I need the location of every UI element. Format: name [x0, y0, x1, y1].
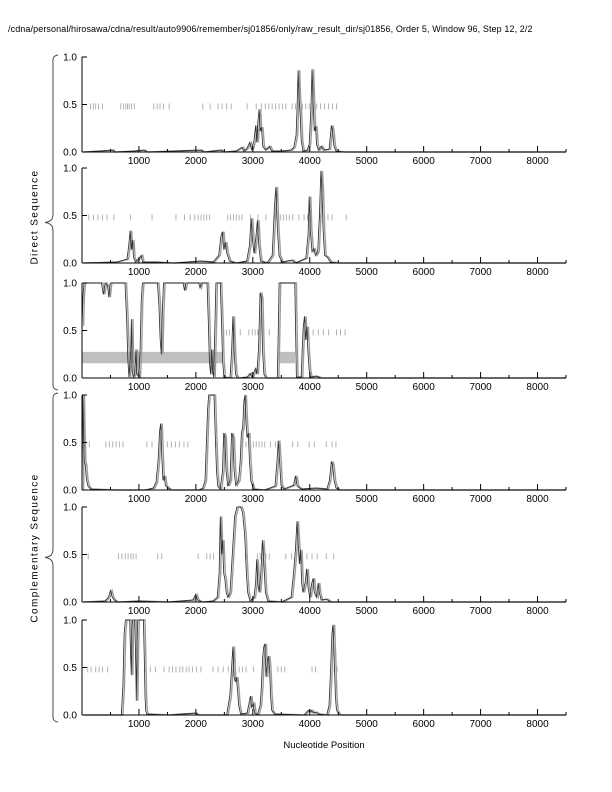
y-tick-label: 1.0 — [63, 391, 77, 402]
y-tick-label: 1.0 — [63, 616, 77, 627]
x-tick-label: 1000 — [128, 494, 151, 505]
x-tick-label: 2000 — [185, 382, 208, 393]
x-tick-label: 5000 — [356, 267, 379, 278]
x-tick-label: 6000 — [413, 606, 436, 617]
x-tick-label: 1000 — [128, 267, 151, 278]
y-tick-label: 0.0 — [63, 259, 77, 270]
x-tick-label: 5000 — [356, 156, 379, 167]
score-curve-companion — [82, 394, 566, 491]
panel-direct-3: 0.0 0.5 1.0 1000 2000 3000 4000 5000 6000 7000 800… — [63, 279, 567, 393]
y-tick-label: 0.5 — [63, 663, 77, 674]
score-curve-companion — [83, 619, 566, 717]
x-tick-label: 4000 — [299, 494, 322, 505]
x-tick-label: 1000 — [128, 382, 151, 393]
x-tick-label: 8000 — [526, 606, 549, 617]
score-curve — [81, 170, 566, 264]
x-tick-label: 3000 — [242, 606, 265, 617]
y-tick-label: 0.0 — [63, 374, 77, 385]
x-tick-label: 8000 — [526, 719, 549, 730]
score-curve — [81, 69, 566, 153]
y-tick-label: 1.0 — [63, 503, 77, 514]
x-tick-label: 7000 — [469, 156, 492, 167]
panel-complementary-3: 0.0 0.5 1.0 1000 2000 3000 4000 5000 6000 7000 800… — [63, 616, 567, 730]
x-tick-label: 4000 — [299, 267, 322, 278]
x-axis-label: Nucleotide Position — [283, 740, 365, 751]
x-tick-label: 2000 — [185, 494, 208, 505]
x-tick-label: 7000 — [469, 719, 492, 730]
x-tick-label: 2000 — [185, 156, 208, 167]
panel-direct-1: 0.0 0.5 1.0 1000 2000 3000 4000 5000 6000 7000 800… — [63, 53, 567, 167]
x-tick-label: 8000 — [526, 382, 549, 393]
y-tick-label: 0.0 — [63, 148, 77, 159]
x-tick-label: 3000 — [242, 719, 265, 730]
x-tick-label: 4000 — [299, 719, 322, 730]
y-tick-label: 0.5 — [63, 326, 77, 337]
x-tick-label: 6000 — [413, 382, 436, 393]
x-tick-label: 2000 — [185, 606, 208, 617]
x-tick-label: 6000 — [413, 156, 436, 167]
x-tick-label: 5000 — [356, 494, 379, 505]
y-tick-label: 1.0 — [63, 53, 77, 64]
x-tick-label: 8000 — [526, 156, 549, 167]
panel-complementary-1: 0.0 0.5 1.0 1000 2000 3000 4000 5000 6000 7000 800… — [63, 391, 567, 505]
panel-complementary-2: 0.0 0.5 1.0 1000 2000 3000 4000 5000 6000 7000 800… — [63, 503, 567, 617]
y-tick-label: 0.0 — [63, 486, 77, 497]
x-tick-label: 2000 — [185, 267, 208, 278]
x-tick-label: 6000 — [413, 267, 436, 278]
x-tick-label: 5000 — [356, 606, 379, 617]
x-tick-label: 7000 — [469, 267, 492, 278]
y-tick-label: 0.0 — [63, 711, 77, 722]
highlight-bar — [278, 351, 295, 364]
panel-direct-2: 0.0 0.5 1.0 1000 2000 3000 4000 5000 6000 7000 800… — [63, 164, 567, 278]
x-tick-label: 4000 — [299, 606, 322, 617]
score-curve-companion — [82, 281, 566, 380]
x-tick-label: 7000 — [469, 382, 492, 393]
x-tick-label: 1000 — [128, 156, 151, 167]
x-tick-label: 6000 — [413, 494, 436, 505]
highlight-bar — [82, 351, 223, 364]
score-curve-companion — [83, 69, 566, 153]
complementary-sequence-brace — [44, 392, 59, 723]
x-tick-label: 7000 — [469, 494, 492, 505]
score-curve — [81, 394, 566, 491]
x-tick-label: 1000 — [128, 606, 151, 617]
score-curve-companion — [83, 506, 566, 603]
score-curve-companion — [83, 170, 566, 264]
x-tick-label: 8000 — [526, 494, 549, 505]
x-tick-label: 5000 — [356, 382, 379, 393]
x-tick-label: 4000 — [299, 156, 322, 167]
figure-title: /cdna/personal/hirosawa/cdna/result/auto… — [8, 24, 533, 34]
y-tick-label: 0.5 — [63, 550, 77, 561]
direct-sequence-label: Direct Sequence — [29, 169, 41, 265]
x-tick-label: 1000 — [128, 719, 151, 730]
x-tick-label: 3000 — [242, 267, 265, 278]
x-tick-label: 8000 — [526, 267, 549, 278]
x-tick-label: 2000 — [185, 719, 208, 730]
x-tick-label: 5000 — [356, 719, 379, 730]
x-tick-label: 3000 — [242, 382, 265, 393]
y-tick-label: 0.0 — [63, 598, 77, 609]
score-curve — [81, 506, 566, 603]
y-tick-label: 1.0 — [63, 164, 77, 175]
x-tick-label: 3000 — [242, 494, 265, 505]
x-tick-label: 7000 — [469, 606, 492, 617]
y-tick-label: 0.5 — [63, 100, 77, 111]
y-tick-label: 0.5 — [63, 211, 77, 222]
y-tick-label: 1.0 — [63, 279, 77, 290]
x-tick-label: 4000 — [299, 382, 322, 393]
direct-sequence-brace — [44, 54, 59, 391]
x-tick-label: 3000 — [242, 156, 265, 167]
y-tick-label: 0.5 — [63, 438, 77, 449]
score-curve — [81, 282, 566, 379]
x-tick-label: 6000 — [413, 719, 436, 730]
score-curve — [82, 619, 566, 716]
complementary-sequence-label: Complementary Sequence — [29, 473, 41, 623]
